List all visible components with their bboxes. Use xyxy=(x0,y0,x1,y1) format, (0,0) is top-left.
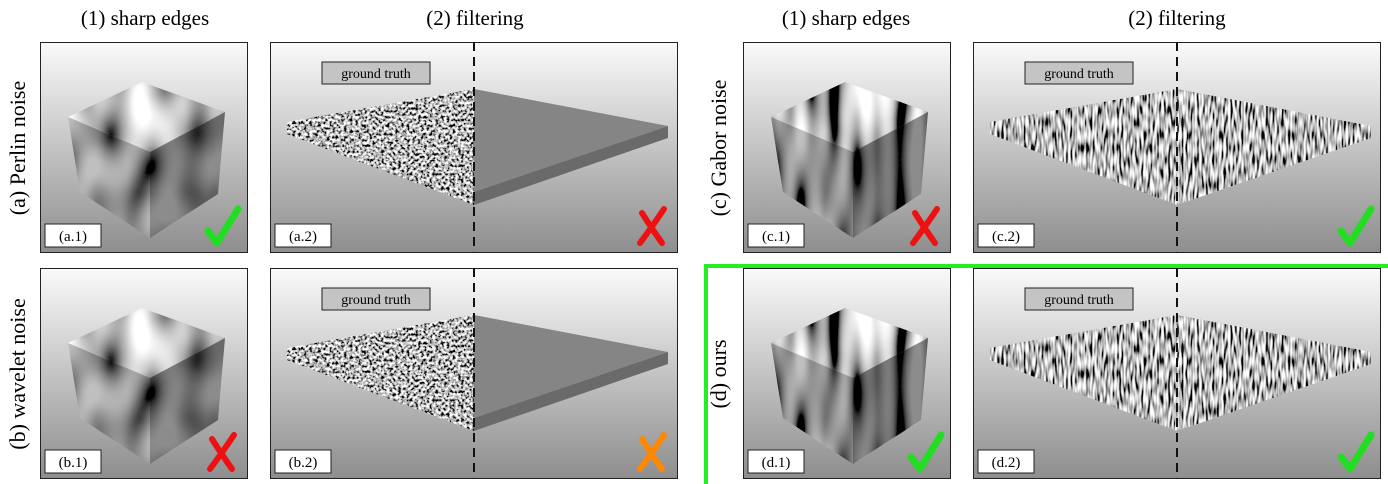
panel-label: (b.1) xyxy=(59,455,88,471)
slab-side xyxy=(474,126,668,205)
plane-render: ground truth (a.2) xyxy=(270,42,678,253)
cube-shade xyxy=(150,338,225,464)
cube-face xyxy=(853,112,928,238)
cube-face xyxy=(771,117,853,238)
highlight-border xyxy=(704,264,1388,484)
cube-face xyxy=(68,343,150,464)
row-label: (a) Perlin noise xyxy=(5,80,30,215)
noisy-half xyxy=(287,315,474,431)
panel-label-box xyxy=(44,223,102,248)
column-header: (1) sharp edges xyxy=(80,6,210,30)
check-icon xyxy=(1337,205,1375,247)
ground-truth-box xyxy=(321,287,431,311)
column-header: (2) filtering xyxy=(426,6,524,30)
panel-label-box xyxy=(747,449,805,474)
cross-icon xyxy=(910,206,940,246)
cube-shade xyxy=(150,112,225,238)
cube-shade xyxy=(853,112,928,238)
filtered-half xyxy=(1177,89,1371,192)
slab-side xyxy=(474,352,668,431)
filtered-half xyxy=(1177,315,1371,418)
panel-label: (c.2) xyxy=(992,229,1020,245)
slab-top xyxy=(990,89,1177,192)
cube-face xyxy=(68,82,225,152)
cube-render: (d.1) xyxy=(743,268,951,479)
panel-label-box xyxy=(274,223,332,248)
cube-face xyxy=(68,117,150,238)
check-icon xyxy=(204,205,242,247)
panel-label: (c.1) xyxy=(762,229,790,245)
cube-face xyxy=(771,343,853,464)
ground-truth-box xyxy=(1024,287,1134,311)
panel-label: (d.2) xyxy=(992,455,1021,471)
noisy-half xyxy=(990,89,1177,205)
slab-side xyxy=(287,122,474,205)
cube-shade xyxy=(771,343,853,464)
ground-truth-label: ground truth xyxy=(1044,67,1114,82)
plane-render: ground truth (b.2) xyxy=(270,268,678,479)
panel-label: (b.2) xyxy=(289,455,318,471)
cube-shade xyxy=(771,117,853,238)
panel-label-box xyxy=(977,223,1035,248)
panel-label-box xyxy=(274,449,332,474)
cube-shade xyxy=(853,338,928,464)
slab-top xyxy=(287,89,474,192)
noisy-half xyxy=(990,315,1177,431)
ground-truth-box xyxy=(321,61,431,85)
slab-side xyxy=(1177,352,1371,431)
noisy-half xyxy=(287,89,474,205)
slab-top xyxy=(287,315,474,418)
cube-face xyxy=(150,338,225,464)
check-icon xyxy=(1337,431,1375,473)
panel-label-box xyxy=(44,449,102,474)
ground-truth-label: ground truth xyxy=(1044,293,1114,308)
row-label: (b) wavelet noise xyxy=(5,297,30,450)
cube-render: (b.1) xyxy=(40,268,248,479)
cube-render: (c.1) xyxy=(743,42,951,253)
plane-render: ground truth (d.2) xyxy=(973,268,1381,479)
cube-face xyxy=(150,112,225,238)
row-label: (c) Gabor noise xyxy=(706,79,731,216)
cross-icon xyxy=(207,432,237,472)
cross-icon xyxy=(637,206,667,246)
cube-face xyxy=(68,308,225,378)
cube-face xyxy=(771,82,928,152)
slab-side xyxy=(1177,126,1371,205)
cross-icon xyxy=(637,432,667,472)
plane-render: ground truth (c.2) xyxy=(973,42,1381,253)
column-header: (2) filtering xyxy=(1128,6,1226,30)
cube-render: (a.1) xyxy=(40,42,248,253)
panel-label-box xyxy=(977,449,1035,474)
panel-label-box xyxy=(747,223,805,248)
ground-truth-box xyxy=(1024,61,1134,85)
slab-top xyxy=(990,315,1177,418)
slab-top xyxy=(1177,315,1371,418)
slab-top xyxy=(474,89,668,192)
cube-face xyxy=(853,338,928,464)
row-label: (d) ours xyxy=(706,338,731,409)
panel-label: (a.2) xyxy=(289,229,317,245)
slab-top xyxy=(474,315,668,418)
ground-truth-label: ground truth xyxy=(341,293,411,308)
panel-label: (d.1) xyxy=(762,455,791,471)
filtered-half xyxy=(474,89,668,192)
slab-side xyxy=(287,348,474,431)
cube-shade xyxy=(68,117,150,238)
column-header: (1) sharp edges xyxy=(781,6,911,30)
slab-side xyxy=(990,122,1177,205)
cube-face xyxy=(771,308,928,378)
ground-truth-label: ground truth xyxy=(341,67,411,82)
slab-side xyxy=(990,348,1177,431)
check-icon xyxy=(907,431,945,473)
filtered-half xyxy=(474,315,668,418)
cube-shade xyxy=(68,343,150,464)
slab-top xyxy=(1177,89,1371,192)
panel-label: (a.1) xyxy=(59,229,87,245)
